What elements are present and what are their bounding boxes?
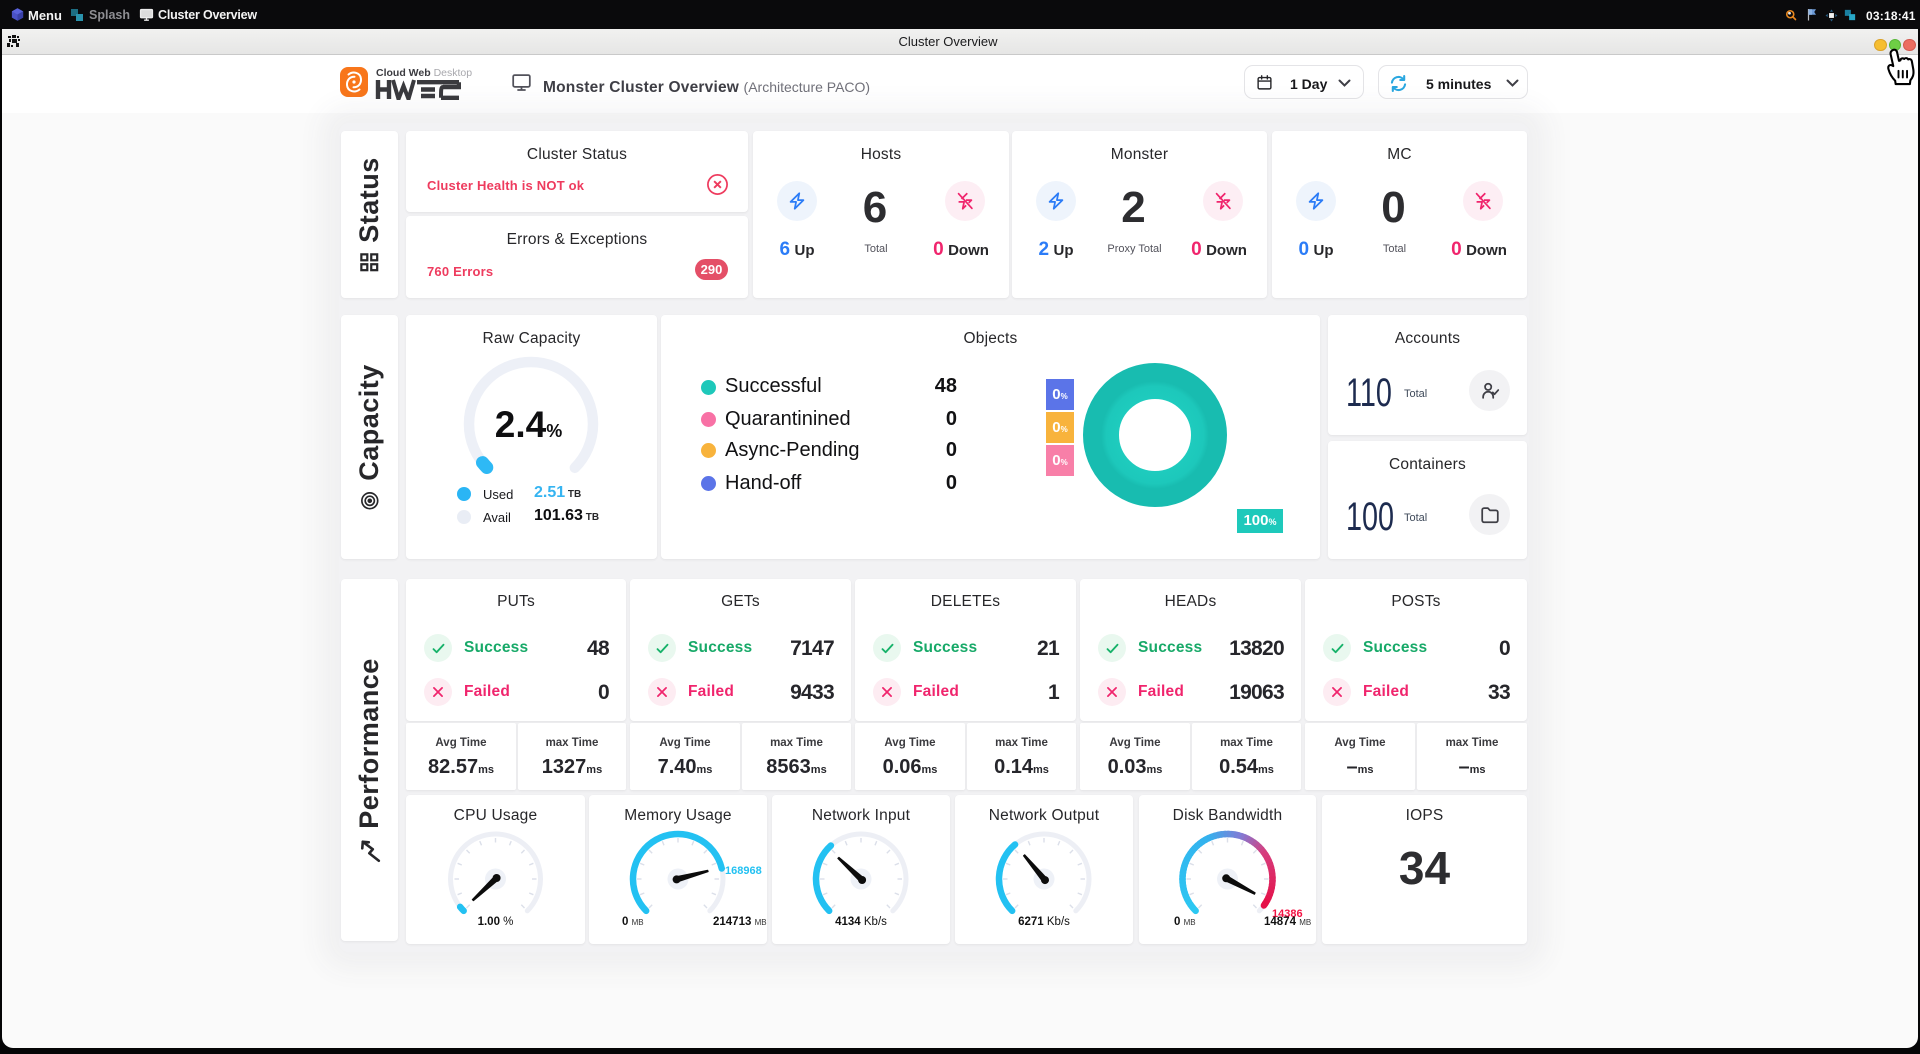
svg-text:14874 MB: 14874 MB xyxy=(1264,916,1311,928)
svg-text:168968: 168968 xyxy=(725,865,762,877)
svg-text:4134 Kb/s: 4134 Kb/s xyxy=(835,916,887,928)
svg-text:6271 Kb/s: 6271 Kb/s xyxy=(1018,916,1070,928)
svg-text:1.00 %: 1.00 % xyxy=(478,916,514,928)
svg-text:0 MB: 0 MB xyxy=(622,916,644,928)
svg-text:0 MB: 0 MB xyxy=(1174,916,1196,928)
svg-text:14386: 14386 xyxy=(1272,908,1303,920)
svg-text:214713 MB: 214713 MB xyxy=(713,916,767,928)
